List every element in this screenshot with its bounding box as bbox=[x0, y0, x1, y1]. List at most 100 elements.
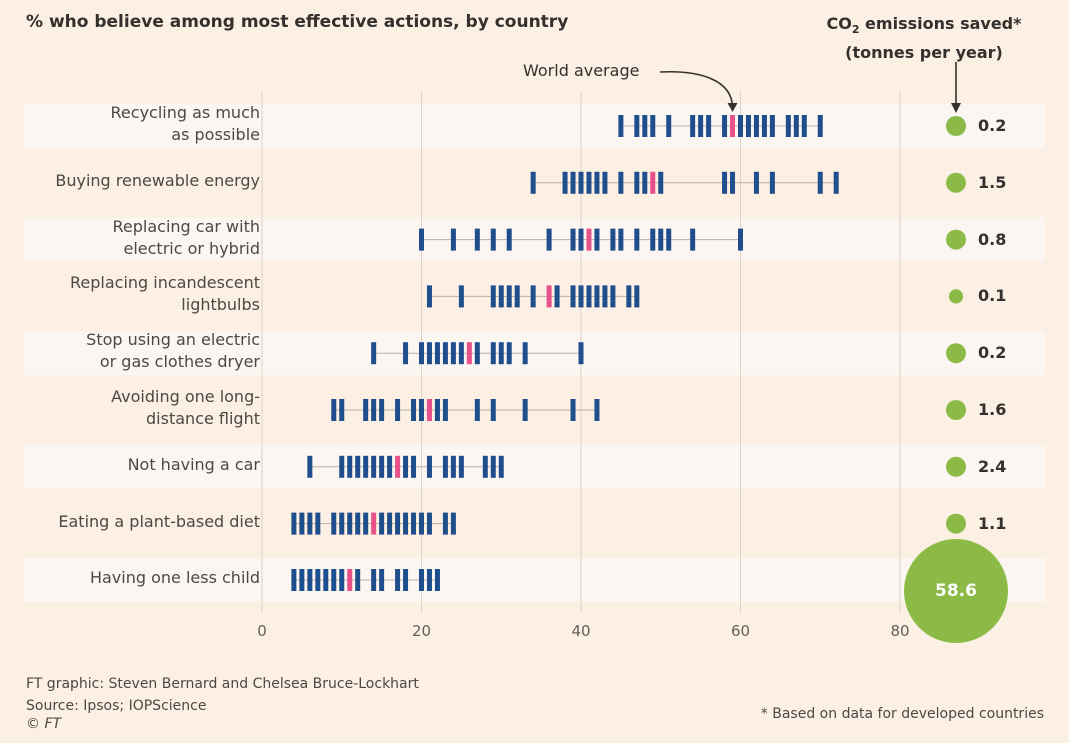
country-mark bbox=[426, 285, 432, 308]
country-mark bbox=[618, 115, 624, 137]
country-mark bbox=[411, 399, 417, 421]
country-mark bbox=[530, 285, 536, 308]
country-mark bbox=[498, 342, 504, 365]
category-label-line: or gas clothes dryer bbox=[99, 352, 260, 372]
country-mark bbox=[642, 171, 648, 194]
country-mark bbox=[618, 228, 624, 251]
average-mark bbox=[546, 285, 552, 308]
country-mark bbox=[490, 228, 496, 251]
country-mark bbox=[403, 512, 409, 535]
country-mark bbox=[666, 115, 672, 137]
country-mark bbox=[578, 228, 584, 251]
country-mark bbox=[658, 228, 664, 251]
country-mark bbox=[554, 285, 560, 308]
category-label-line: Replacing incandescent bbox=[70, 273, 260, 293]
country-mark bbox=[315, 569, 321, 591]
country-mark bbox=[395, 399, 401, 421]
country-mark bbox=[761, 115, 767, 137]
world-average-annotation: World average bbox=[523, 61, 640, 80]
country-mark bbox=[371, 569, 377, 591]
country-mark bbox=[403, 455, 409, 478]
country-mark bbox=[634, 228, 640, 251]
co2-value-label: 1.5 bbox=[978, 172, 1007, 192]
country-mark bbox=[291, 569, 297, 591]
country-mark bbox=[450, 342, 456, 365]
category-label: Avoiding one long-distance flight bbox=[10, 386, 260, 430]
country-mark bbox=[363, 512, 369, 535]
country-mark bbox=[339, 455, 345, 478]
country-mark bbox=[442, 399, 448, 421]
world-average-arrowhead bbox=[727, 103, 738, 112]
country-mark bbox=[371, 342, 377, 365]
country-mark bbox=[403, 342, 409, 365]
category-label: Replacing car with electric or hybrid bbox=[10, 216, 260, 260]
country-mark bbox=[490, 285, 496, 308]
country-mark bbox=[387, 512, 393, 535]
co2-value-label: 58.6 bbox=[935, 581, 977, 601]
country-mark bbox=[666, 228, 672, 251]
country-mark bbox=[331, 569, 337, 591]
world-average-arrow bbox=[659, 70, 734, 109]
country-mark bbox=[618, 171, 624, 194]
country-mark bbox=[817, 115, 823, 137]
row-band bbox=[24, 104, 1045, 148]
co2-value-label: 0.2 bbox=[978, 116, 1007, 135]
country-mark bbox=[403, 569, 409, 591]
average-mark bbox=[371, 512, 377, 535]
country-mark bbox=[722, 171, 728, 194]
country-mark bbox=[634, 115, 640, 137]
co2-bubble bbox=[946, 456, 966, 477]
country-mark bbox=[753, 171, 759, 194]
country-mark bbox=[722, 115, 728, 137]
country-mark bbox=[650, 115, 656, 137]
country-mark bbox=[434, 399, 440, 421]
country-mark bbox=[634, 285, 640, 308]
category-label-line: Buying renewable energy bbox=[55, 170, 260, 190]
row-band bbox=[24, 444, 1045, 489]
country-mark bbox=[355, 512, 361, 535]
country-mark bbox=[570, 399, 576, 421]
co2-value-label: 0.2 bbox=[978, 343, 1007, 363]
co2-header-line1: CO2 emissions saved* bbox=[826, 14, 1022, 37]
country-mark bbox=[514, 285, 520, 308]
country-mark bbox=[570, 228, 576, 251]
average-mark bbox=[730, 115, 736, 137]
country-mark bbox=[594, 228, 600, 251]
chart-title: % who believe among most effective actio… bbox=[26, 12, 569, 32]
country-mark bbox=[634, 171, 640, 194]
country-mark bbox=[658, 171, 664, 194]
category-label: Having one less child bbox=[10, 567, 260, 589]
country-mark bbox=[339, 399, 345, 421]
co2-bubble bbox=[946, 400, 966, 420]
average-mark bbox=[586, 228, 592, 251]
country-mark bbox=[458, 455, 464, 478]
country-mark bbox=[482, 455, 488, 478]
country-mark bbox=[490, 455, 496, 478]
co2-bubble bbox=[948, 289, 964, 304]
country-mark bbox=[610, 285, 616, 308]
country-mark bbox=[419, 569, 424, 591]
country-mark bbox=[450, 512, 456, 535]
country-mark bbox=[698, 115, 704, 137]
co2-bubble bbox=[904, 539, 1008, 643]
country-mark bbox=[769, 171, 775, 194]
credit-graphic: FT graphic: Steven Bernard and Chelsea B… bbox=[26, 676, 419, 692]
country-mark bbox=[738, 115, 743, 137]
country-mark bbox=[602, 171, 608, 194]
category-label: Stop using an electric or gas clothes dry… bbox=[10, 329, 260, 373]
country-mark bbox=[801, 115, 807, 137]
country-mark bbox=[347, 512, 353, 535]
country-mark bbox=[626, 285, 632, 308]
country-mark bbox=[442, 342, 448, 365]
category-label: Recycling as much as possible bbox=[10, 102, 260, 146]
country-mark bbox=[411, 512, 417, 535]
country-mark bbox=[594, 171, 600, 194]
country-mark bbox=[738, 228, 743, 251]
country-mark bbox=[434, 342, 440, 365]
country-mark bbox=[817, 171, 823, 194]
country-mark bbox=[331, 512, 337, 535]
country-mark bbox=[411, 455, 417, 478]
co2-bubble bbox=[946, 513, 966, 534]
category-label-line: electric or hybrid bbox=[123, 238, 260, 258]
